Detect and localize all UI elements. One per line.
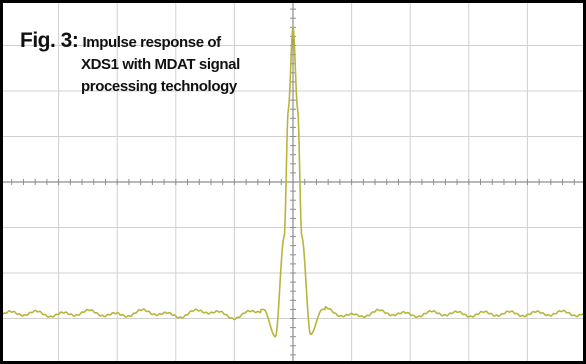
caption-line-2: XDS1 with MDAT signal (81, 56, 240, 73)
figure-caption: Fig. 3: Impulse response of XDS1 with MD… (20, 30, 240, 98)
figure-label: Fig. 3: (20, 29, 79, 52)
caption-line-3: processing technology (81, 78, 237, 95)
caption-line-1: Impulse response of (82, 34, 222, 51)
impulse-response-trace (0, 26, 586, 338)
